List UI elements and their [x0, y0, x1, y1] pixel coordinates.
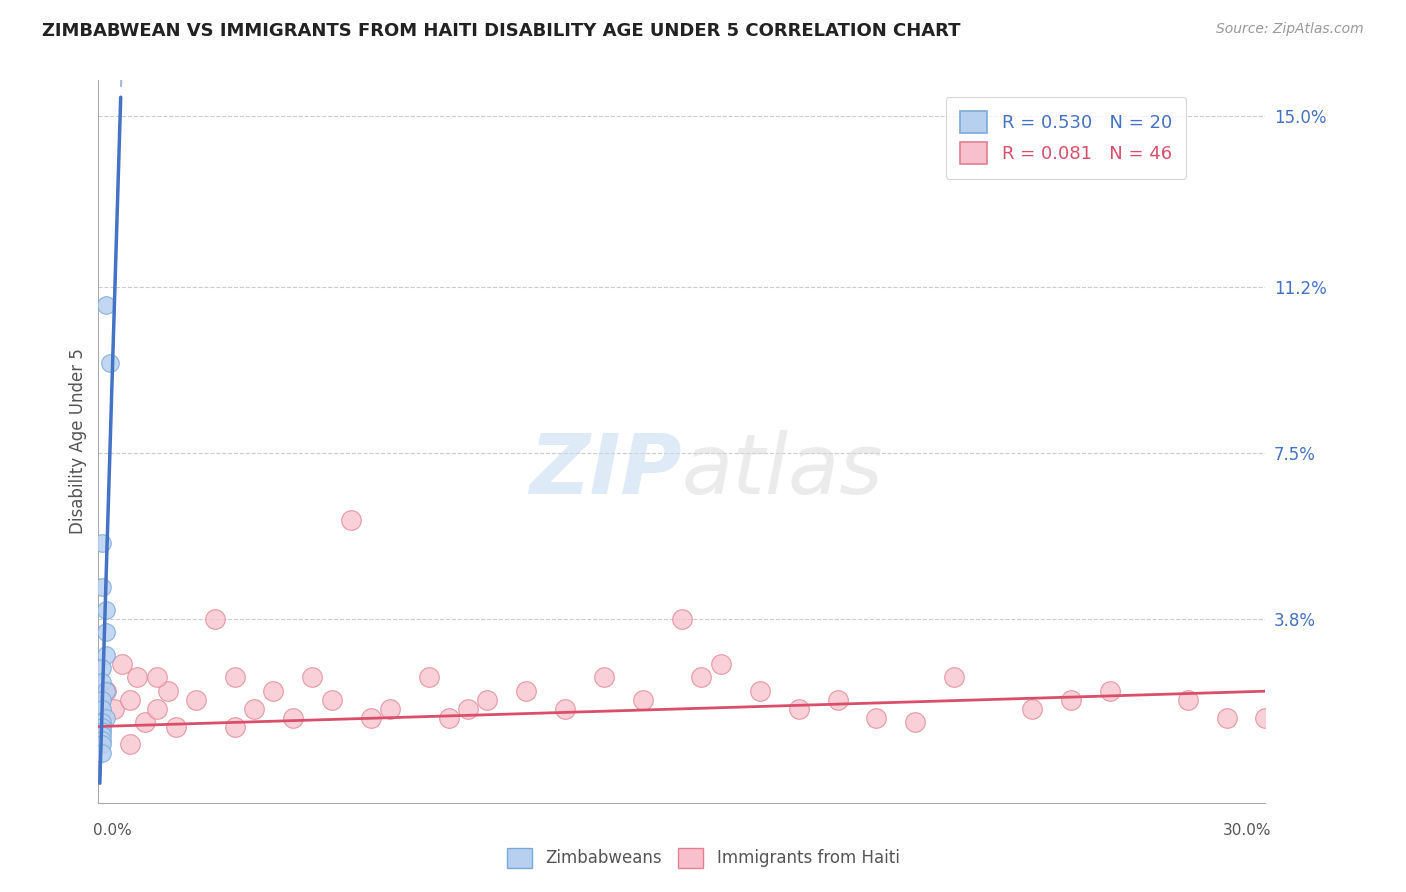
Point: [281, 710, 304, 724]
Point: [96, 683, 118, 698]
Point: [91, 729, 114, 743]
Point: [165, 719, 187, 733]
Point: [96, 648, 118, 662]
Point: [103, 701, 125, 715]
Point: [118, 738, 141, 752]
Point: [134, 714, 156, 729]
Point: [91, 733, 114, 747]
Point: [904, 714, 927, 729]
Point: [262, 683, 284, 698]
Point: [1177, 692, 1199, 706]
Point: [321, 692, 343, 706]
Point: [224, 719, 246, 733]
Point: [91, 674, 114, 689]
Point: [111, 657, 134, 671]
Point: [98, 356, 121, 370]
Point: [96, 625, 118, 640]
Point: [1254, 710, 1277, 724]
Point: [91, 701, 114, 715]
Point: [554, 701, 576, 715]
Point: [437, 710, 460, 724]
Point: [96, 603, 118, 617]
Point: [1021, 701, 1043, 715]
Point: [865, 710, 887, 724]
Point: [515, 683, 537, 698]
Point: [360, 710, 382, 724]
Text: ZIP: ZIP: [529, 430, 682, 511]
Point: [710, 657, 733, 671]
Point: [127, 670, 149, 684]
Point: [96, 683, 118, 698]
Text: atlas: atlas: [682, 430, 883, 511]
Point: [96, 710, 118, 724]
Point: [243, 701, 266, 715]
Point: [787, 701, 810, 715]
Point: [91, 714, 114, 729]
Point: [827, 692, 849, 706]
Legend: R = 0.530   N = 20, R = 0.081   N = 46: R = 0.530 N = 20, R = 0.081 N = 46: [946, 96, 1187, 178]
Point: [1215, 710, 1237, 724]
Point: [91, 747, 114, 761]
Point: [418, 670, 440, 684]
Point: [91, 581, 114, 595]
Point: [184, 692, 207, 706]
Point: [118, 692, 141, 706]
Point: [204, 612, 226, 626]
Point: [1060, 692, 1083, 706]
Point: [146, 670, 169, 684]
Point: [340, 513, 363, 527]
Y-axis label: Disability Age Under 5: Disability Age Under 5: [69, 349, 87, 534]
Point: [943, 670, 966, 684]
Point: [91, 719, 114, 733]
Point: [477, 692, 499, 706]
Point: [301, 670, 323, 684]
Point: [96, 298, 118, 312]
Point: [748, 683, 770, 698]
Point: [380, 701, 402, 715]
Text: Source: ZipAtlas.com: Source: ZipAtlas.com: [1216, 22, 1364, 37]
Point: [690, 670, 713, 684]
Point: [671, 612, 693, 626]
Text: 0.0%: 0.0%: [93, 823, 131, 838]
Point: [91, 661, 114, 675]
Point: [593, 670, 616, 684]
Point: [1098, 683, 1121, 698]
Point: [157, 683, 180, 698]
Point: [91, 738, 114, 752]
Point: [457, 701, 479, 715]
Point: [91, 535, 114, 549]
Text: ZIMBABWEAN VS IMMIGRANTS FROM HAITI DISABILITY AGE UNDER 5 CORRELATION CHART: ZIMBABWEAN VS IMMIGRANTS FROM HAITI DISA…: [42, 22, 960, 40]
Text: 30.0%: 30.0%: [1223, 823, 1271, 838]
Point: [146, 701, 169, 715]
Point: [631, 692, 654, 706]
Point: [91, 692, 114, 706]
Point: [91, 724, 114, 739]
Point: [224, 670, 246, 684]
Legend: Zimbabweans, Immigrants from Haiti: Zimbabweans, Immigrants from Haiti: [501, 841, 905, 875]
